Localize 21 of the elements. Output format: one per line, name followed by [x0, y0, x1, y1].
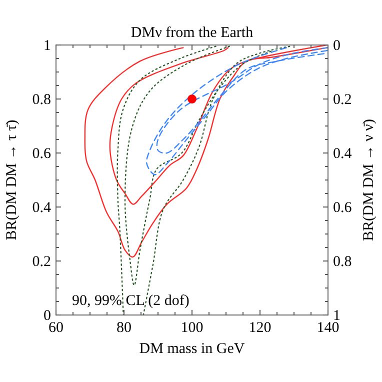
x-tick-label: 120 [248, 320, 272, 336]
y2-tick-label: 0.6 [333, 200, 352, 216]
x-axis-title: DM mass in GeV [139, 341, 245, 357]
y-tick-label: 0.6 [32, 146, 52, 162]
x-tick-label: 100 [180, 320, 204, 336]
y-tick-label: 0.2 [32, 254, 51, 270]
x-tick-label: 140 [316, 320, 340, 336]
chart-title: DMν from the Earth [130, 25, 254, 41]
x-tick-label: 80 [116, 320, 132, 336]
x-tick-label: 60 [48, 320, 64, 336]
y2-axis-title: BR(DM DM → ν ν̄) [361, 119, 377, 241]
y-tick-label: 1 [44, 38, 51, 54]
y2-tick-label: 0.2 [333, 92, 352, 108]
y2-tick-label: 0 [333, 38, 340, 54]
y2-tick-label: 0.4 [333, 146, 352, 162]
annotation: 90, 99% CL (2 dof) [72, 293, 190, 309]
y-tick-label: 0.8 [32, 92, 51, 108]
y-tick-label: 0.4 [32, 200, 52, 216]
y-tick-label: 0 [44, 308, 51, 324]
y2-tick-label: 0.8 [333, 254, 352, 270]
y-axis-title: BR(DM DM → τ τ̄) [4, 120, 20, 240]
